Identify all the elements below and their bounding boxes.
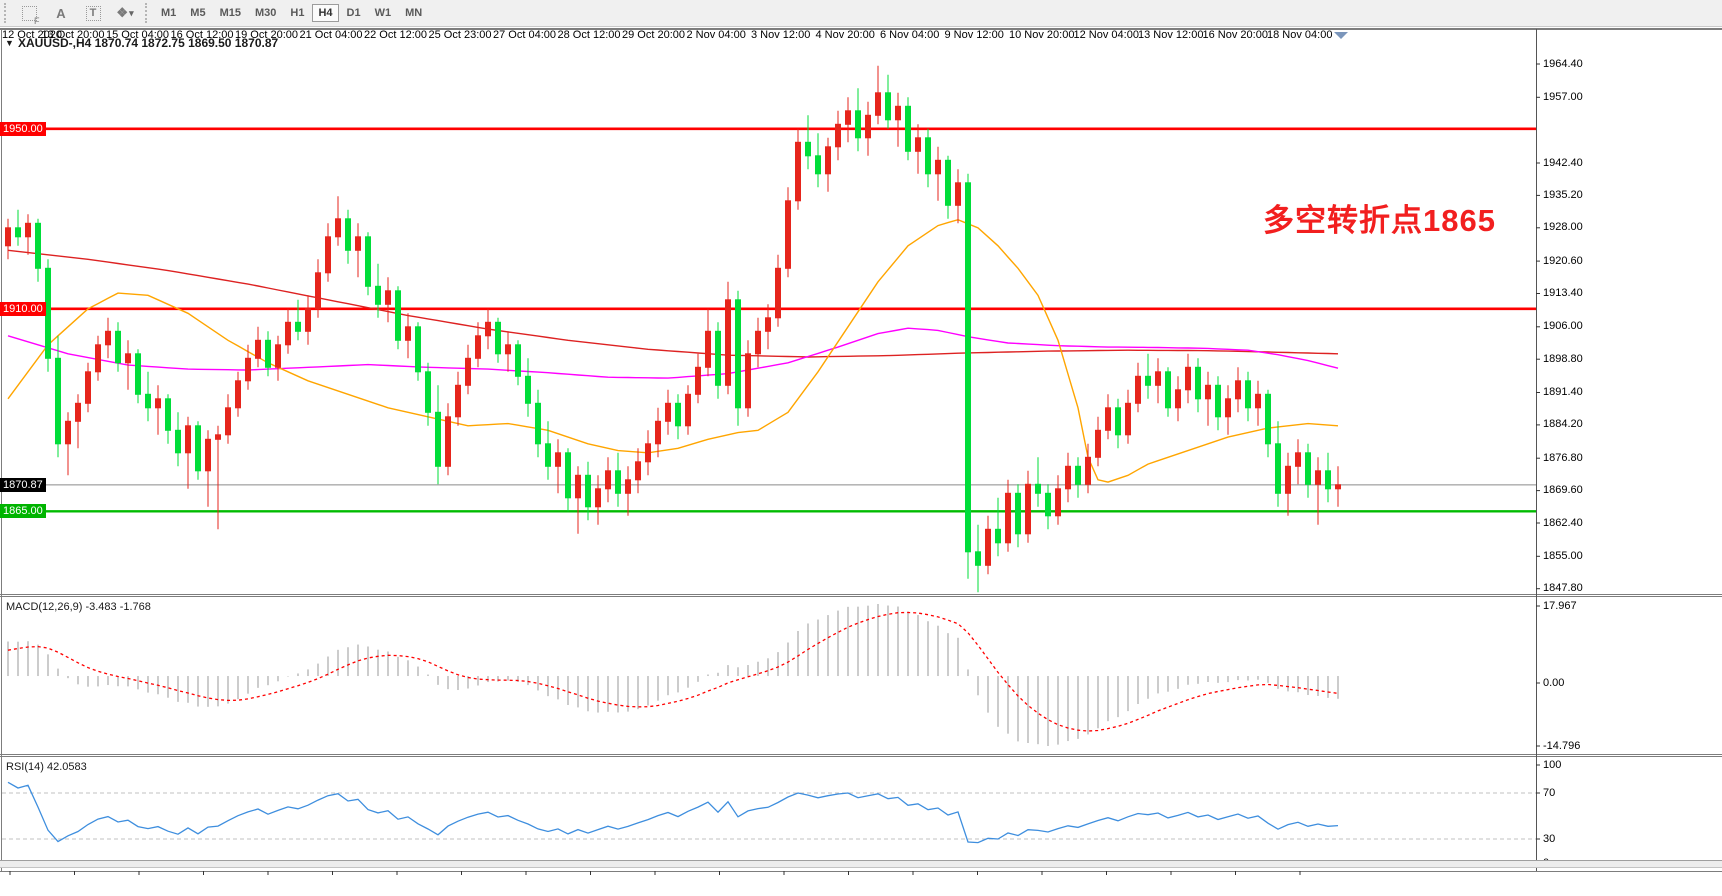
crosshair-grid-icon[interactable]: F	[16, 3, 42, 26]
macd-axis-tick: -14.796	[1543, 739, 1581, 752]
crosshair-grid-glyph: F	[21, 5, 40, 26]
price-axis-tick: 1928.00	[1543, 221, 1583, 234]
text-box-glyph: T	[85, 5, 101, 21]
level-price-badge: 1950.00	[0, 121, 46, 136]
date-axis-label: 15 Oct 04:00	[106, 29, 169, 41]
price-axis-tick: 1935.20	[1543, 188, 1583, 201]
timeframe-button-d1[interactable]: D1	[346, 7, 361, 19]
toolbar-grip-2[interactable]	[145, 3, 150, 23]
rsi-indicator-label: RSI(14) 42.0583	[6, 761, 87, 773]
timeframe-button-m15[interactable]: M15	[219, 7, 241, 19]
level-price-badge: 1910.00	[0, 301, 46, 316]
rsi-axis-tick: 100	[1543, 758, 1562, 771]
price-axis-tick: 1913.40	[1543, 287, 1583, 299]
date-axis-label: 3 Nov 12:00	[751, 29, 811, 41]
price-axis-tick: 1884.20	[1543, 418, 1583, 431]
text-box-icon[interactable]: T	[80, 3, 106, 24]
date-axis-label: 19 Oct 20:00	[235, 29, 298, 41]
date-axis-label: 13 Nov 12:00	[1138, 29, 1204, 41]
date-axis-label: 16 Oct 12:00	[170, 29, 234, 41]
date-axis-label: 12 Nov 04:00	[1073, 29, 1139, 41]
date-axis-label: 28 Oct 12:00	[557, 29, 621, 41]
price-axis-tick: 1942.40	[1543, 156, 1583, 169]
price-axis-tick: 1964.40	[1543, 57, 1583, 70]
chart-window[interactable]: ▼ XAUUSD-,H4 1870.74 1872.75 1869.50 187…	[0, 28, 1722, 888]
date-axis-label: 18 Nov 04:00	[1267, 29, 1333, 41]
shapes-dropdown-caret-icon: ▾	[129, 7, 134, 18]
text-label-icon[interactable]: A	[56, 5, 66, 21]
symbol-dropdown-caret-icon[interactable]: ▼	[5, 38, 14, 48]
rsi-axis-tick: 30	[1543, 832, 1556, 845]
date-axis-label: 6 Nov 04:00	[880, 29, 940, 41]
level-price-badge: 1865.00	[0, 504, 46, 519]
price-axis-tick: 1862.40	[1543, 516, 1583, 529]
date-axis-label: 21 Oct 04:00	[299, 29, 363, 41]
macd-axis-tick: 0.00	[1543, 676, 1565, 689]
timeframe-button-w1[interactable]: W1	[374, 7, 392, 19]
timeframe-button-group: M1 M5 M15 M30 H1 H4 D1 W1 MN	[154, 4, 429, 22]
date-axis-label: 13 Oct 20:00	[41, 29, 105, 41]
symbol-ohlc-title: XAUUSD-,H4 1870.74 1872.75 1869.50 1870.…	[18, 36, 279, 50]
price-axis-tick: 1957.00	[1543, 90, 1583, 103]
date-axis-label: 27 Oct 04:00	[493, 29, 556, 41]
timeframe-button-h4[interactable]: H4	[312, 4, 339, 22]
timeframe-button-mn[interactable]: MN	[405, 7, 423, 19]
price-axis-tick: 1891.40	[1543, 386, 1583, 398]
price-axis-tick: 1898.80	[1543, 352, 1583, 365]
rsi-axis-tick: 70	[1543, 786, 1556, 799]
date-axis-label: 16 Nov 20:00	[1202, 29, 1268, 41]
date-axis-label: 10 Nov 20:00	[1009, 29, 1075, 41]
date-axis-label: 12 Oct 2020	[2, 29, 62, 41]
macd-indicator-label: MACD(12,26,9) -3.483 -1.768	[6, 601, 151, 613]
chart-annotation-text: 多空转折点1865	[1263, 203, 1496, 238]
price-axis-tick: 1847.80	[1543, 582, 1583, 595]
bottom-scroll-strip[interactable]	[0, 860, 1722, 868]
date-axis-label: 2 Nov 04:00	[686, 29, 746, 41]
price-axis-tick: 1876.80	[1543, 451, 1583, 464]
toolbar-grip[interactable]	[4, 3, 9, 23]
date-axis-label: 4 Nov 20:00	[815, 29, 875, 41]
shapes-icon[interactable]: ❖ ▾	[116, 5, 134, 20]
date-axis-label: 22 Oct 12:00	[364, 29, 427, 41]
date-axis-label: 25 Oct 23:00	[428, 29, 492, 41]
chart-canvas[interactable]	[0, 29, 1722, 889]
current-price-badge: 1870.87	[0, 477, 46, 492]
price-axis-tick: 1855.00	[1543, 549, 1583, 562]
date-axis-label: 29 Oct 20:00	[622, 29, 685, 41]
price-axis-tick: 1920.60	[1543, 254, 1583, 267]
price-axis-tick: 1869.60	[1543, 484, 1583, 497]
timeframe-button-m1[interactable]: M1	[161, 7, 177, 19]
timeframe-button-m30[interactable]: M30	[254, 7, 277, 19]
timeframe-button-h1[interactable]: H1	[290, 7, 305, 19]
price-axis-tick: 1906.00	[1543, 320, 1583, 333]
toolbar: F A T ❖ ▾ M1 M5 M15 M30 H1 H4 D1 W1 MN	[0, 0, 1722, 27]
date-axis-label: 9 Nov 12:00	[944, 29, 1004, 41]
timeframe-button-m5[interactable]: M5	[190, 7, 206, 19]
macd-axis-tick: 17.967	[1543, 599, 1577, 612]
